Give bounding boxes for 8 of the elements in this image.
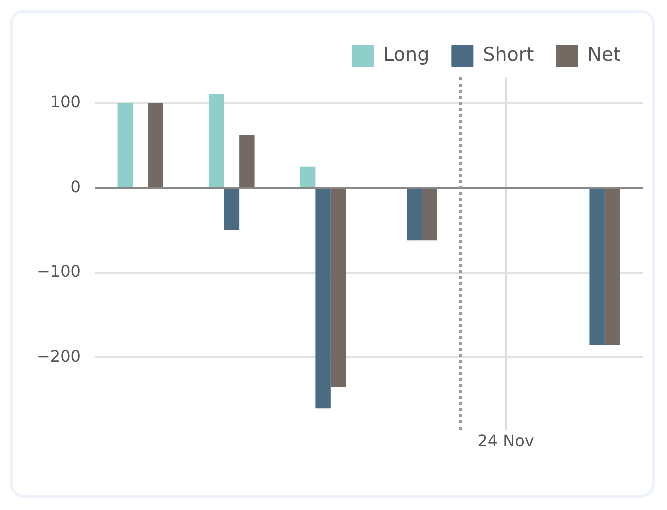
y-tick-label: 0 [70,177,81,196]
y-tick-label: −100 [36,262,81,282]
y-tick-label: −200 [36,346,81,366]
legend-label: Long [384,44,430,66]
legend-label: Net [588,44,622,66]
x-tick-label: 24 Nov [478,432,534,451]
legend-label: Short [483,44,534,66]
y-tick-label: 100 [50,92,81,112]
